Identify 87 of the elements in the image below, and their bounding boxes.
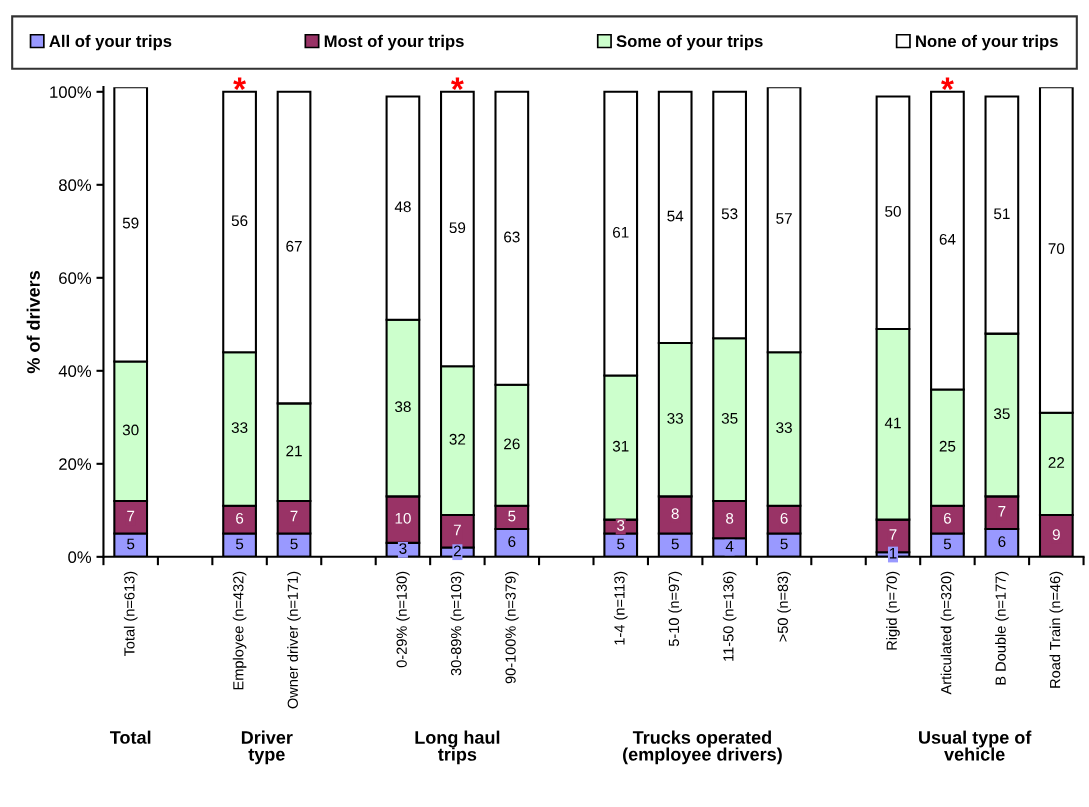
data-label: 7 [453, 524, 461, 536]
data-label: 6 [508, 536, 516, 547]
data-label: 70 [1048, 243, 1065, 255]
legend-label: None of your trips [916, 34, 1058, 51]
x-tick-label: Owner driver (n=171) [287, 571, 301, 709]
data-label: 63 [504, 231, 520, 243]
data-label: 31 [612, 440, 629, 452]
y-tick-label: 100% [50, 86, 92, 99]
data-label: 5 [617, 538, 625, 550]
x-tick-label: Articulated (n=320) [940, 571, 955, 695]
data-label: 35 [993, 408, 1010, 420]
data-label: 5 [943, 538, 952, 550]
data-label: 6 [780, 512, 788, 524]
data-label: 6 [236, 512, 244, 524]
data-label: 33 [776, 422, 792, 434]
data-label: 6 [943, 512, 952, 524]
x-tick-label: Employee (n=432) [232, 571, 247, 690]
annotation: * [941, 77, 954, 90]
data-label: 32 [449, 433, 466, 445]
y-axis-title: % of drivers [26, 271, 40, 374]
y-tick-label: 40% [58, 365, 92, 378]
data-label: 51 [994, 208, 1010, 220]
y-tick-label: 0% [68, 551, 92, 564]
data-label: 7 [127, 510, 135, 522]
legend-label: Some of your trips [616, 34, 763, 51]
data-label: 3 [399, 543, 407, 554]
data-label: 5 [235, 538, 244, 550]
data-label: 7 [889, 529, 897, 540]
x-tick-label: 30-89% (n=103) [450, 571, 465, 676]
data-label: 59 [122, 217, 139, 229]
data-label: 30 [122, 424, 139, 436]
text: Trucks operated (employee drivers) [623, 730, 782, 765]
data-label: 5 [290, 538, 298, 550]
annotation: * [233, 77, 247, 90]
data-label: 4 [725, 540, 734, 552]
data-label: 5 [671, 538, 679, 550]
x-tick-label: Rigid (n=70) [886, 571, 900, 650]
x-tick-label: B Double (n=177) [995, 571, 1009, 685]
data-label: 33 [667, 412, 684, 424]
y-tick-label: 80% [59, 179, 92, 192]
x-tick-label: 90-100% (n=379) [505, 571, 519, 684]
x-tick-label: 11-50 (n=136) [722, 571, 737, 661]
data-label: 22 [1048, 457, 1065, 468]
data-label: 7 [290, 510, 298, 522]
data-label: 8 [726, 512, 734, 524]
x-tick-label: >50 (n=83) [777, 571, 791, 642]
text: Driver type [241, 730, 293, 765]
data-label: 6 [998, 536, 1006, 547]
data-label: 9 [1052, 529, 1060, 541]
text: Long haul trips [415, 730, 500, 765]
data-label: 35 [721, 412, 738, 424]
legend-label: Most of your trips [324, 34, 464, 51]
data-label: 56 [231, 215, 248, 227]
x-tick-label: 5-10 (n=97) [668, 571, 682, 647]
data-label: 54 [667, 210, 684, 222]
x-tick-label: 0-29% (n=130) [396, 571, 410, 668]
data-label: 50 [885, 205, 901, 217]
data-label: 57 [776, 213, 792, 224]
data-label: 5 [127, 538, 135, 550]
data-label: 26 [504, 438, 520, 450]
y-tick-label: 20% [59, 458, 92, 471]
annotation: * [450, 77, 464, 90]
x-tick-label: 1-4 (n=113) [613, 571, 628, 645]
data-label: 2 [453, 545, 461, 557]
legend-label: All of your trips [49, 34, 172, 51]
text: Total [109, 730, 151, 744]
data-label: 64 [939, 233, 956, 245]
data-label: 5 [508, 510, 516, 522]
data-label: 53 [721, 208, 738, 220]
data-label: 8 [671, 508, 679, 520]
data-label: 25 [939, 440, 956, 452]
x-tick-label: Total (n=613) [123, 571, 138, 657]
data-label: 61 [613, 226, 629, 238]
data-label: 10 [395, 512, 411, 524]
data-label: 21 [286, 445, 302, 457]
data-label: 67 [286, 240, 302, 252]
data-label: 41 [884, 417, 901, 429]
data-label: 3 [617, 519, 625, 531]
data-label: 38 [395, 401, 411, 413]
x-tick-label: Road Train (n=46) [1049, 571, 1064, 688]
data-label: 5 [780, 538, 788, 550]
data-label: 7 [998, 506, 1006, 517]
data-label: 48 [394, 201, 411, 213]
data-label: 59 [449, 222, 466, 234]
y-tick-label: 60% [59, 272, 92, 285]
data-label: 33 [231, 422, 248, 434]
text: Usual type of vehicle [919, 730, 1032, 761]
